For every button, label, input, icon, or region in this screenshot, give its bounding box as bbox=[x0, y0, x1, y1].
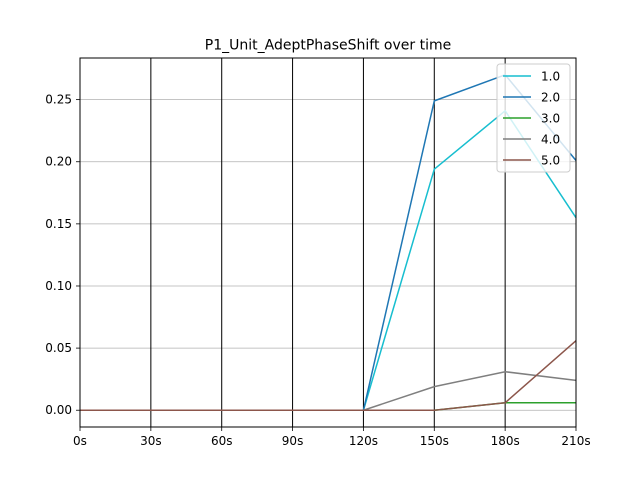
legend: 1.0 2.0 3.0 4.0 5.0 bbox=[496, 63, 571, 173]
y-tick-label: 0.10 bbox=[45, 279, 72, 293]
x-tick-label: 0s bbox=[73, 434, 87, 448]
x-tick-label: 180s bbox=[491, 434, 520, 448]
legend-label: 3.0 bbox=[541, 112, 560, 126]
legend-label: 1.0 bbox=[541, 70, 560, 84]
legend-box bbox=[496, 63, 571, 173]
y-tick-label: 0.05 bbox=[45, 341, 72, 355]
y-tick-label: 0.25 bbox=[45, 93, 72, 107]
x-tick-label: 210s bbox=[561, 434, 590, 448]
x-tick-label: 120s bbox=[349, 434, 378, 448]
legend-label: 2.0 bbox=[541, 91, 560, 105]
series-line-4-0 bbox=[80, 370, 577, 411]
chart-title: P1_Unit_AdeptPhaseShift over time bbox=[205, 38, 451, 54]
series-line-5-0 bbox=[80, 340, 577, 411]
y-tick-label: 0.15 bbox=[45, 217, 72, 231]
y-tick-label: 0.00 bbox=[45, 403, 72, 417]
y-tick-label: 0.20 bbox=[45, 155, 72, 169]
vertical-lines-layer bbox=[150, 58, 506, 427]
x-axis: 0s 30s 60s 90s 120s 150s 180s 210s bbox=[73, 427, 591, 448]
plot-frame bbox=[79, 57, 577, 428]
y-axis: 0.00 0.05 0.10 0.15 0.20 0.25 bbox=[45, 93, 80, 417]
legend-label: 5.0 bbox=[541, 154, 560, 168]
legend-label: 4.0 bbox=[541, 133, 560, 147]
x-tick-label: 60s bbox=[211, 434, 233, 448]
series-layer bbox=[80, 74, 577, 411]
grid-layer bbox=[80, 99, 576, 411]
x-tick-label: 30s bbox=[140, 434, 162, 448]
x-tick-label: 90s bbox=[282, 434, 304, 448]
x-tick-label: 150s bbox=[420, 434, 449, 448]
